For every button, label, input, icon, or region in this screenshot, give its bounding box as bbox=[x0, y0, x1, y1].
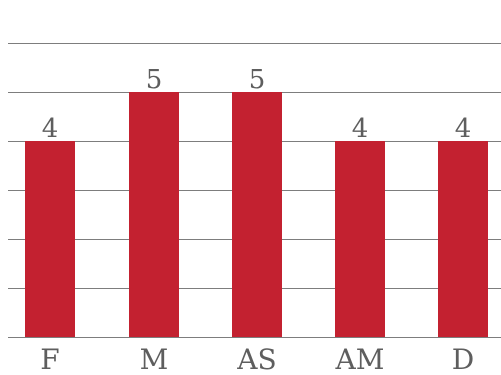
bar-am bbox=[335, 141, 385, 337]
x-tick-d: D bbox=[452, 343, 474, 375]
x-tick-as: AS bbox=[236, 343, 276, 375]
bar-m bbox=[129, 92, 179, 337]
bar-d bbox=[438, 141, 488, 337]
data-label-m: 5 bbox=[146, 65, 163, 95]
bar-f bbox=[25, 141, 75, 337]
data-label-f: 4 bbox=[42, 114, 59, 144]
x-tick-f: F bbox=[40, 343, 59, 375]
bars bbox=[25, 92, 488, 337]
data-label-am: 4 bbox=[352, 114, 369, 144]
data-label-d: 4 bbox=[455, 114, 472, 144]
x-tick-am: AM bbox=[335, 343, 385, 375]
data-labels: 4 5 5 4 4 bbox=[42, 65, 472, 144]
x-axis-ticks: F M AS AM D bbox=[40, 343, 474, 375]
x-tick-m: M bbox=[140, 343, 169, 375]
bar-as bbox=[232, 92, 282, 337]
data-label-as: 5 bbox=[249, 65, 266, 95]
